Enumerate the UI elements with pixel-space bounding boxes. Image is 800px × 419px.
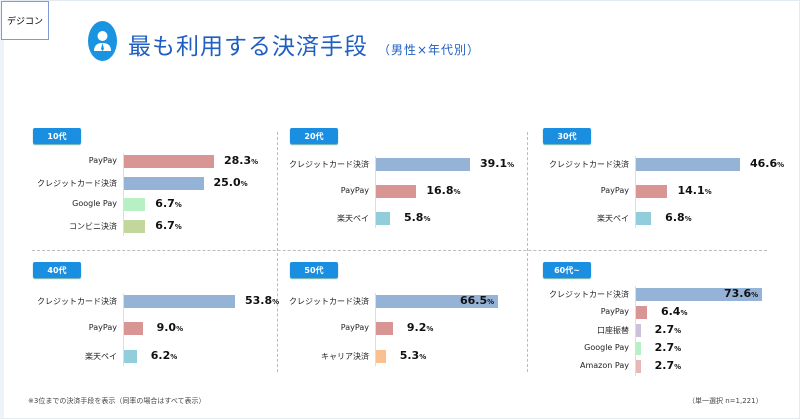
bar: [636, 324, 641, 337]
vertical-divider: [527, 132, 528, 372]
age-badge: 60代~: [543, 262, 591, 278]
age-badge: 10代: [33, 128, 81, 144]
category-label: PayPay: [88, 156, 117, 165]
page-title: 最も利用する決済手段 （男性×年代別）: [128, 27, 480, 61]
vertical-divider: [277, 132, 278, 372]
age-badge: 50代: [290, 262, 338, 278]
bar: [376, 185, 417, 198]
value-label: 6.7%: [155, 197, 182, 210]
category-label: Google Pay: [584, 343, 629, 352]
value-label: 28.3%: [224, 154, 259, 167]
category-label: PayPay: [340, 323, 369, 332]
bar: [636, 306, 647, 319]
category-label: クレジットカード決済: [289, 297, 369, 306]
bar: [636, 185, 668, 198]
category-label: コンビニ決済: [69, 222, 117, 231]
axis-line: [635, 286, 636, 376]
bar: [376, 212, 390, 225]
value-label: 5.3%: [399, 349, 427, 362]
axis-line: [635, 156, 636, 228]
value-label: 6.8%: [665, 211, 692, 224]
bar: [124, 295, 235, 308]
bar: [636, 158, 740, 171]
axis-line: [123, 153, 124, 236]
category-label: キャリア決済: [321, 352, 369, 361]
value-label: 39.1%: [480, 157, 515, 170]
category-label: クレジットカード決済: [37, 297, 117, 306]
age-badge: 40代: [33, 262, 81, 278]
category-label: クレジットカード決済: [37, 179, 117, 188]
bar: [636, 360, 641, 373]
bar: [376, 322, 393, 335]
category-label: 楽天ペイ: [337, 214, 369, 223]
bar: [636, 288, 762, 301]
bar: [124, 350, 137, 363]
value-label: 2.7%: [654, 341, 682, 354]
horizontal-divider: [32, 250, 767, 251]
bar: [636, 342, 641, 355]
bar: [124, 220, 146, 233]
value-label: 46.6%: [750, 157, 785, 170]
value-label: 73.6%: [724, 287, 759, 300]
bar: [376, 350, 386, 363]
category-label: PayPay: [340, 186, 369, 195]
category-label: 楽天ペイ: [85, 352, 117, 361]
age-badge: 20代: [290, 128, 338, 144]
bar: [376, 295, 498, 308]
category-label: クレジットカード決済: [549, 160, 629, 169]
category-label: PayPay: [88, 323, 117, 332]
category-label: クレジットカード決済: [289, 160, 369, 169]
bar: [124, 198, 146, 211]
bar: [124, 322, 143, 335]
axis-line: [375, 156, 376, 228]
age-badge: 30代: [543, 128, 591, 144]
value-label: 9.2%: [406, 321, 434, 334]
category-label: クレジットカード決済: [549, 290, 629, 299]
value-label: 66.5%: [460, 294, 495, 307]
value-label: 6.2%: [150, 349, 178, 362]
title-subtitle: （男性×年代別）: [378, 43, 481, 57]
value-label: 6.4%: [660, 305, 688, 318]
footnote-right: （単一選択 n=1,221）: [688, 397, 763, 405]
value-label: 9.0%: [156, 321, 184, 334]
category-label: PayPay: [600, 186, 629, 195]
value-label: 2.7%: [654, 359, 682, 372]
title-main: 最も利用する決済手段: [128, 34, 368, 60]
value-label: 6.7%: [155, 219, 182, 232]
value-label: 14.1%: [677, 184, 712, 197]
bar: [376, 158, 470, 171]
male-user-icon: [88, 21, 117, 61]
category-label: Google Pay: [72, 199, 117, 208]
category-label: Amazon Pay: [580, 361, 629, 370]
bar: [636, 212, 652, 225]
axis-line: [375, 293, 376, 366]
bar: [124, 177, 204, 190]
category-label: 楽天ペイ: [597, 214, 629, 223]
tag-label: デジコン: [1, 1, 49, 40]
bar: [124, 155, 214, 168]
value-label: 53.8%: [245, 294, 280, 307]
value-label: 25.0%: [213, 176, 248, 189]
footnote-left: ※3位までの決済手段を表示（同率の場合はすべて表示）: [28, 397, 206, 405]
value-label: 5.8%: [403, 211, 431, 224]
value-label: 2.7%: [654, 323, 682, 336]
category-label: PayPay: [600, 307, 629, 316]
axis-line: [123, 293, 124, 366]
category-label: 口座振替: [597, 326, 629, 335]
value-label: 16.8%: [426, 184, 461, 197]
